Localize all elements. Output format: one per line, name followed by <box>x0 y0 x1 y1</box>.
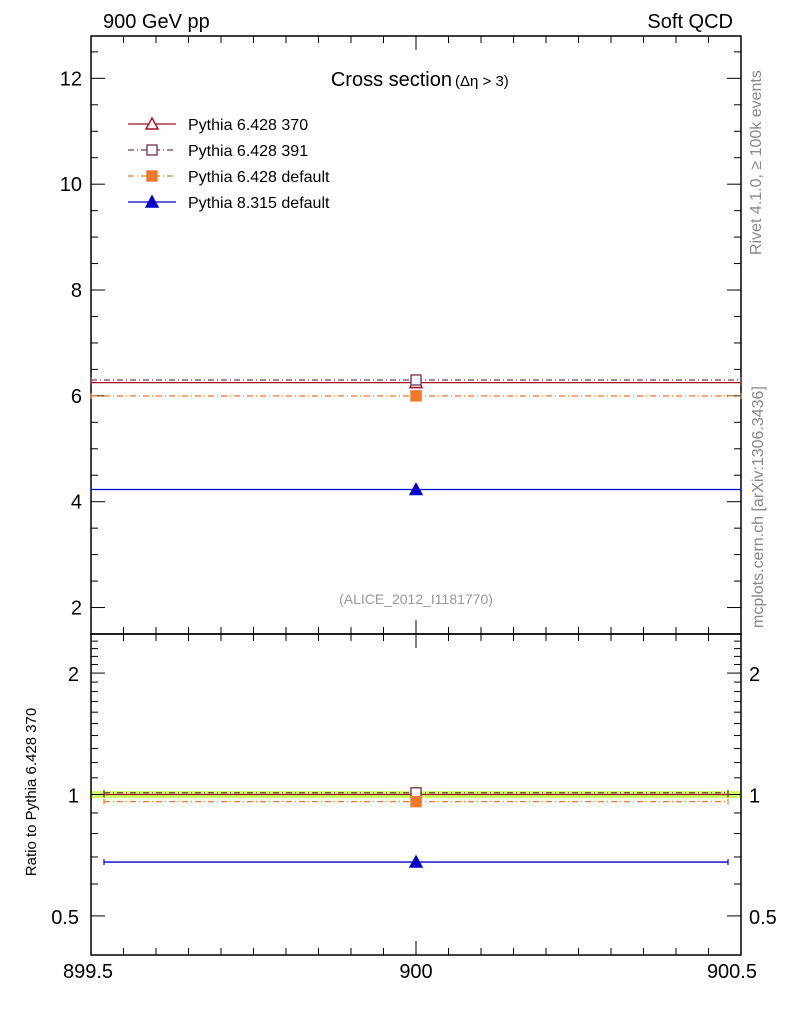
main-y-tick-label: 8 <box>71 280 82 302</box>
main-plot-panel: 2 4 6 8 10 12 <box>60 35 742 635</box>
main-series-marker-2 <box>410 390 422 402</box>
ratio-plot-panel: 0.5 0.5 1 1 2 2 899.5 900 900.5 <box>51 633 777 983</box>
legend-label-3: Pythia 8.315 default <box>188 195 330 212</box>
ratio-y-tick-label: 0.5 <box>51 907 79 929</box>
header-right-label: Soft QCD <box>647 11 733 33</box>
legend-marker-0 <box>144 116 160 130</box>
main-y-tick-label: 4 <box>71 492 82 514</box>
mcplots-label: mcplots.cern.ch [arXiv:1306.3436] <box>750 386 767 628</box>
analysis-label: (ALICE_2012_I1181770) <box>339 591 493 607</box>
ratio-y-tick-label: 2 <box>68 664 79 686</box>
main-y-tick-label: 10 <box>60 174 82 196</box>
x-tick-label: 899.5 <box>63 961 113 983</box>
main-series-marker-3 <box>408 482 424 496</box>
ratio-y-axis-label: Ratio to Pythia 6.428 370 <box>23 708 40 876</box>
main-series-marker-1 <box>410 374 422 386</box>
main-y-tick-label: 2 <box>71 598 82 620</box>
legend-marker-1 <box>146 144 158 156</box>
main-chart-title: Cross section <box>331 69 452 91</box>
header-left-label: 900 GeV pp <box>103 11 210 33</box>
x-tick-label: 900.5 <box>707 961 757 983</box>
x-tick-label: 900 <box>399 961 432 983</box>
legend-label-1: Pythia 6.428 391 <box>188 143 308 160</box>
rivet-version-label: Rivet 4.1.0, ≥ 100k events <box>748 70 765 255</box>
ratio-series-marker-3 <box>408 854 424 868</box>
ratio-series-marker-2 <box>410 795 422 808</box>
main-y-tick-label: 6 <box>71 386 82 408</box>
legend-marker-2 <box>146 170 158 182</box>
ratio-y-tick-label-right: 2 <box>749 664 760 686</box>
ratio-y-tick-label: 1 <box>68 786 79 808</box>
main-y-tick-label: 12 <box>60 68 82 90</box>
legend-marker-3 <box>144 194 160 208</box>
legend: Pythia 6.428 370 Pythia 6.428 391 Pythia 6… <box>128 116 330 212</box>
ratio-y-tick-label-right: 0.5 <box>749 907 777 929</box>
legend-label-0: Pythia 6.428 370 <box>188 117 308 134</box>
legend-label-2: Pythia 6.428 default <box>188 169 330 186</box>
ratio-y-tick-label-right: 1 <box>749 786 760 808</box>
main-chart-title-suffix: (Δη > 3) <box>455 73 509 90</box>
